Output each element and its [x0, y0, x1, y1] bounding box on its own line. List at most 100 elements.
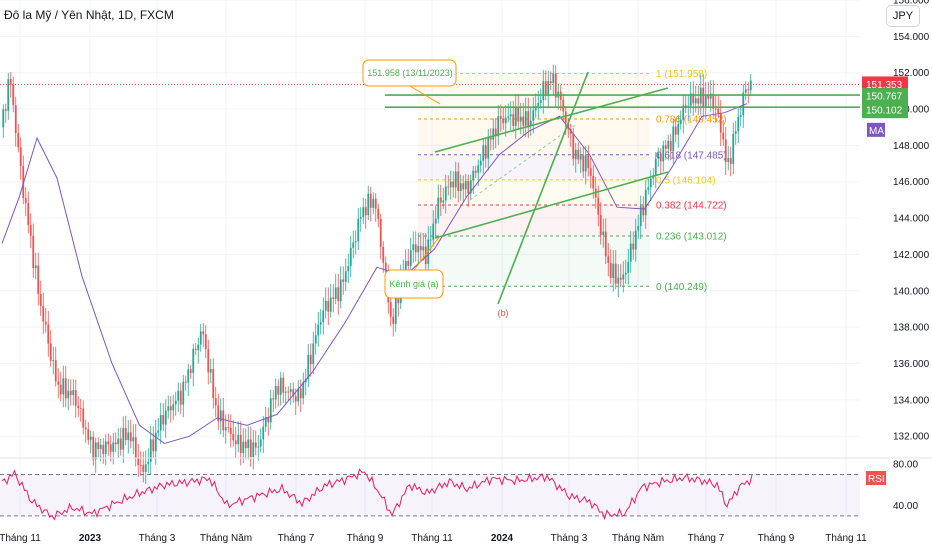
- candle-body: [384, 262, 387, 272]
- candle-body: [647, 187, 650, 190]
- candle-body: [549, 81, 552, 83]
- candle-body: [392, 316, 395, 324]
- candle-body: [289, 389, 292, 392]
- candle-body: [627, 261, 630, 273]
- candle-body: [439, 197, 442, 203]
- moving-average-line: [1, 103, 748, 445]
- candle-body: [609, 262, 612, 279]
- candle-body: [544, 81, 547, 95]
- candle-body: [19, 147, 22, 167]
- candle-body: [419, 245, 422, 251]
- candle-body: [287, 391, 290, 393]
- candle-body: [39, 294, 42, 307]
- candle-body: [194, 349, 197, 350]
- candle-body: [444, 186, 447, 201]
- candle-body: [374, 198, 377, 209]
- candle-body: [109, 444, 112, 452]
- time-tick-label: Tháng 11: [411, 533, 453, 544]
- candle-body: [142, 465, 145, 472]
- candle-body: [579, 155, 582, 160]
- candle-body: [49, 343, 52, 361]
- callout-connector: [409, 85, 441, 105]
- candle-body: [382, 246, 385, 263]
- candle-body: [172, 404, 175, 411]
- candle-body: [117, 438, 120, 445]
- rsi-badge-bg: [866, 471, 886, 485]
- candle-body: [32, 235, 35, 268]
- candle-body: [99, 444, 102, 449]
- candle-body: [134, 437, 137, 458]
- candle-body: [452, 181, 455, 188]
- level-tag-bg: [862, 88, 908, 105]
- time-tick-label: Tháng 7: [688, 533, 725, 544]
- candle-body: [219, 410, 222, 422]
- time-tick-label: Tháng 7: [278, 533, 315, 544]
- candle-body: [162, 415, 165, 425]
- candle-body: [359, 217, 362, 219]
- candle-body: [464, 181, 467, 190]
- candle-body: [284, 391, 287, 393]
- candle-body: [747, 89, 750, 91]
- candle-body: [524, 111, 527, 126]
- candle-body: [182, 381, 185, 405]
- candle-body: [212, 368, 215, 399]
- candle-body: [207, 349, 210, 373]
- callout-box: [362, 59, 457, 87]
- candle-body: [102, 444, 105, 454]
- candle-body: [279, 377, 282, 395]
- candle-body: [209, 368, 212, 373]
- candle-body: [389, 302, 392, 317]
- candle-body: [222, 410, 225, 431]
- candle-body: [352, 242, 355, 248]
- candle-body: [42, 306, 45, 322]
- candle-body: [749, 80, 752, 91]
- chart-title: Đô la Mỹ / Yên Nhật, 1D, FXCM: [4, 8, 174, 22]
- candle-body: [199, 331, 202, 345]
- channel-label-text: Kênh giá (a): [389, 279, 438, 289]
- candle-body: [312, 343, 315, 365]
- candle-body: [404, 260, 407, 271]
- candle-body: [229, 427, 232, 434]
- time-tick-label: Tháng 9: [347, 533, 384, 544]
- candle-body: [667, 140, 670, 149]
- candle-body: [709, 93, 712, 99]
- candle-body: [397, 297, 400, 304]
- candle-body: [477, 165, 480, 173]
- rsi-badge: RSI: [868, 474, 885, 485]
- candle-body: [332, 297, 335, 299]
- candle-body: [577, 149, 580, 160]
- channel-lower-line: [434, 171, 669, 239]
- channel-upper-line: [434, 87, 669, 153]
- candle-body: [72, 390, 75, 395]
- currency-button[interactable]: JPY: [886, 5, 920, 27]
- candle-body: [317, 324, 320, 336]
- last-price-tag: 151.353: [866, 80, 903, 91]
- high-callout-text: 151.958 (13/11/2023): [367, 68, 452, 78]
- price-tick-label: 148.000: [893, 141, 930, 152]
- candle-body: [197, 344, 200, 350]
- candle-body: [514, 107, 517, 126]
- candle-body: [624, 272, 627, 275]
- fib-level-label: 0.236 (143.012): [656, 232, 727, 243]
- candle-body: [657, 153, 660, 159]
- candle-body: [112, 442, 115, 452]
- candle-body: [534, 106, 537, 111]
- trend-line-up: [497, 71, 589, 305]
- candle-body: [29, 225, 32, 236]
- candle-body: [147, 461, 150, 465]
- candle-body: [574, 149, 577, 160]
- candle-body: [94, 442, 97, 460]
- candle-body: [372, 198, 375, 208]
- candle-body: [414, 244, 417, 253]
- candle-body: [79, 408, 82, 409]
- candle-body: [149, 439, 152, 462]
- candle-body: [629, 243, 632, 262]
- candle-body: [417, 245, 420, 253]
- time-tick-label: Tháng Năm: [612, 533, 664, 544]
- candle-body: [104, 441, 107, 454]
- price-tick-label: 142.000: [893, 250, 930, 261]
- candle-body: [214, 398, 217, 406]
- candle-body: [732, 133, 735, 165]
- candle-body: [277, 386, 280, 395]
